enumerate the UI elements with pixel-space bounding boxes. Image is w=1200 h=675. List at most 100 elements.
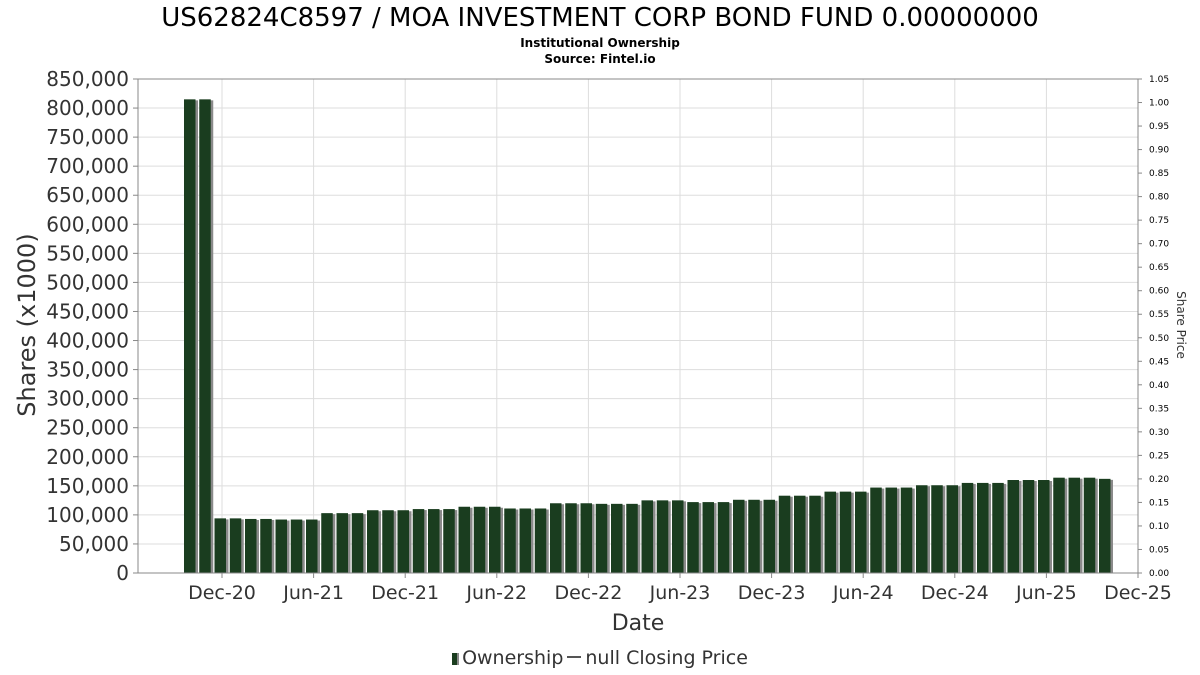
ownership-bar [275,519,287,573]
y-tick-label: 50,000 [59,532,129,556]
axes [137,78,1139,574]
x-axis-ticks: Dec-20 Jun-21 Dec-21 Jun-22 Dec-22 Jun-23 Dec-… [188,573,1172,604]
y2-tick-label: 0.40 [1149,381,1169,391]
ownership-bar [687,502,699,573]
ownership-bar [260,518,272,573]
y2-tick-label: 0.90 [1149,146,1169,156]
ownership-bar [229,518,242,573]
x-tick-label: Dec-21 [371,582,439,604]
ownership-bar [458,506,470,573]
y-axis-ticks: 0 50,000 100,000 150,000 200,000 250,000 300,0… [46,67,138,585]
y-tick-label: 300,000 [46,387,129,411]
ownership-bar [931,485,943,573]
ownership-bar [1083,477,1096,573]
ownership-bar [321,513,333,573]
y-tick-label: 450,000 [46,299,129,323]
x-tick-label: Dec-24 [921,582,989,604]
ownership-bar [763,499,775,573]
ownership-bar [611,503,623,573]
y-tick-label: 400,000 [46,329,129,353]
y-tick-label: 350,000 [46,358,129,382]
y2-tick-label: 0.80 [1149,193,1169,203]
y2-tick-label: 0.35 [1149,404,1169,414]
ownership-bar [656,500,669,573]
y2-tick-label: 0.15 [1149,498,1169,508]
y-tick-label: 200,000 [46,445,129,469]
y2-tick-label: 0.30 [1149,428,1169,438]
ownership-bar [748,499,760,573]
ownership-bar [977,482,989,573]
x-tick-label: Jun-22 [465,582,527,604]
y2-tick-label: 1.00 [1149,99,1169,109]
ownership-bar [184,99,196,573]
ownership-bar [443,509,455,573]
x-tick-label: Jun-21 [282,582,344,604]
ownership-bar [565,503,577,573]
y2-tick-label: 0.55 [1149,310,1169,320]
ownership-bar [473,506,486,573]
y2-tick-label: 0.10 [1149,522,1169,532]
x-tick-label: Dec-23 [738,582,806,604]
ownership-bar [626,503,638,573]
ownership-bar [306,519,318,573]
x-tick-label: Dec-20 [188,582,256,604]
y2-tick-label: 0.05 [1149,545,1169,555]
y-tick-label: 150,000 [46,474,129,498]
x-tick-label: Jun-25 [1015,582,1077,604]
y2-tick-label: 0.95 [1149,122,1169,132]
ownership-bar [595,503,608,573]
y-tick-label: 0 [116,561,129,585]
ownership-bar [778,495,791,573]
y2-tick-label: 0.70 [1149,240,1169,250]
y2-tick-label: 0.20 [1149,475,1169,485]
ownership-bar [717,502,730,573]
ownership-bar [641,500,653,573]
y2-tick-label: 0.75 [1149,216,1169,226]
y2-tick-label: 0.45 [1149,357,1169,367]
ownership-bar [824,491,836,573]
ownership-bar [1038,480,1050,573]
chart-legend: Ownership null Closing Price [0,647,1200,669]
ownership-bar [504,508,516,573]
ownership-bar [580,503,592,573]
ownership-bar [702,502,714,573]
ownership-bar [1022,480,1035,573]
chart-title: US62824C8597 / MOA INVESTMENT CORP BOND … [161,3,1039,33]
ownership-bar [733,499,745,573]
ownership-bar [855,491,867,573]
ownership-legend-swatch [452,653,460,665]
y-tick-label: 800,000 [46,96,129,120]
price-legend-label: null Closing Price [585,647,748,669]
ownership-bar [1007,480,1019,573]
y2-tick-label: 0.65 [1149,263,1169,273]
ownership-bar [794,495,806,573]
x-axis-label: Date [612,611,665,636]
y-axis-label: Shares (x1000) [13,233,41,416]
y2-tick-label: 1.05 [1149,75,1169,85]
price-legend-swatch [567,656,582,658]
y-tick-label: 550,000 [46,241,129,265]
ownership-bar [900,487,913,573]
ownership-bar [870,487,882,573]
ownership-bar [1068,477,1080,573]
y-tick-label: 650,000 [46,183,129,207]
ownership-bar [382,510,394,573]
y-tick-label: 500,000 [46,270,129,294]
ownership-bar [519,508,531,573]
x-tick-label: Dec-22 [554,582,622,604]
ownership-bar [245,518,257,573]
x-tick-label: Jun-24 [832,582,894,604]
ownership-bar [199,99,211,573]
y2-tick-label: 0.00 [1149,569,1169,579]
ownership-bar [1099,478,1111,573]
y-tick-label: 750,000 [46,125,129,149]
ownership-bar [397,510,409,573]
y-tick-label: 850,000 [46,67,129,91]
ownership-bar [839,491,852,573]
y2-tick-label: 0.60 [1149,287,1169,297]
y2-axis-ticks: 0.00 0.05 0.10 0.15 0.20 0.25 0.30 0.35 0.40 0.45… [1138,75,1169,579]
y2-tick-label: 0.50 [1149,334,1169,344]
x-tick-label: Jun-23 [649,582,711,604]
ownership-bar [367,510,379,573]
